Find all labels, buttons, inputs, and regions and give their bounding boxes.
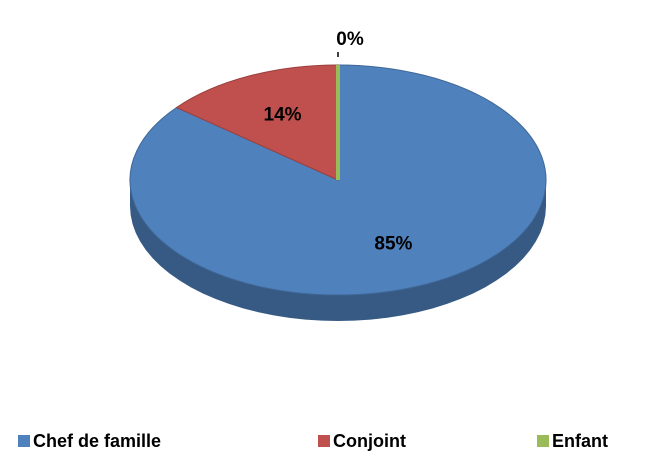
data-label: 85%	[374, 233, 412, 254]
legend-swatch	[18, 435, 30, 447]
legend-swatch	[537, 435, 549, 447]
pie: 85% 14% 0%	[129, 29, 547, 321]
legend-label: Enfant	[552, 431, 608, 451]
data-label: 14%	[264, 105, 302, 126]
pie-side	[130, 180, 546, 321]
legend: Chef de famille Conjoint Enfant	[18, 431, 608, 451]
data-label: 0%	[336, 29, 364, 50]
legend-swatch	[318, 435, 330, 447]
legend-label: Conjoint	[333, 431, 406, 451]
pie-slice	[175, 64, 339, 181]
legend-label: Chef de famille	[33, 431, 161, 451]
